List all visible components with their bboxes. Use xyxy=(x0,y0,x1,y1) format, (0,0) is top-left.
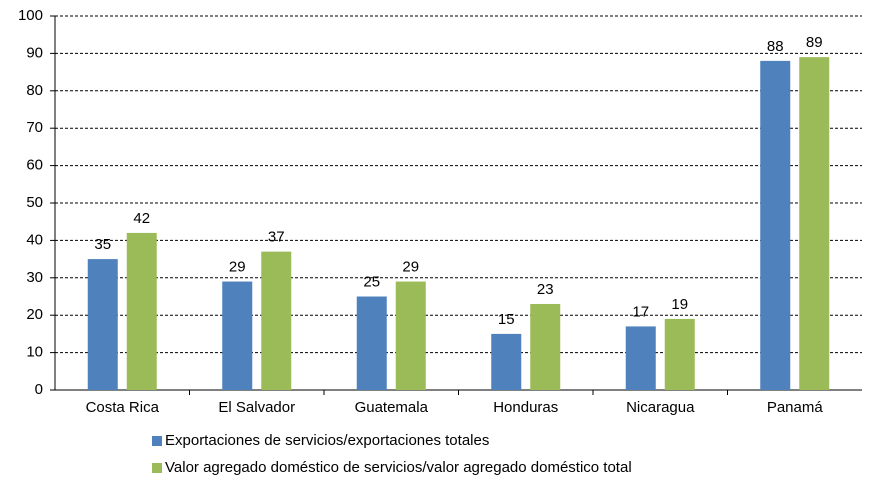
x-tick-label: Honduras xyxy=(493,399,558,416)
bar xyxy=(625,326,656,390)
bar xyxy=(530,303,561,390)
data-label: 17 xyxy=(632,303,649,320)
bar xyxy=(356,296,387,390)
bar xyxy=(261,251,292,390)
y-tick-label: 0 xyxy=(35,381,43,398)
legend-swatch xyxy=(152,463,162,473)
x-tick-label: Panamá xyxy=(767,399,824,416)
bar xyxy=(395,281,426,390)
data-label: 89 xyxy=(806,34,823,51)
bar xyxy=(491,333,522,390)
data-label: 29 xyxy=(402,259,419,276)
bar xyxy=(799,57,830,390)
data-label: 15 xyxy=(498,311,515,328)
y-tick-label: 30 xyxy=(26,269,43,286)
legend-label: Exportaciones de servicios/exportaciones… xyxy=(165,432,489,449)
bar xyxy=(760,60,791,390)
y-tick-label: 40 xyxy=(26,231,43,248)
y-tick-label: 100 xyxy=(18,7,43,24)
x-tick-label: Costa Rica xyxy=(86,399,160,416)
data-label: 37 xyxy=(268,229,285,246)
y-tick-label: 80 xyxy=(26,82,43,99)
x-tick-label: El Salvador xyxy=(218,399,295,416)
y-tick-label: 10 xyxy=(26,344,43,361)
data-label: 23 xyxy=(537,281,554,298)
y-tick-label: 90 xyxy=(26,44,43,61)
data-label: 35 xyxy=(94,236,111,253)
bar xyxy=(87,259,118,390)
y-tick-label: 70 xyxy=(26,119,43,136)
legend-swatch xyxy=(152,436,162,446)
data-label: 42 xyxy=(133,210,150,227)
y-tick-label: 50 xyxy=(26,194,43,211)
y-tick-label: 20 xyxy=(26,306,43,323)
data-label: 88 xyxy=(767,38,784,55)
data-label: 25 xyxy=(363,273,380,290)
bar xyxy=(222,281,253,390)
legend-label: Valor agregado doméstico de servicios/va… xyxy=(165,459,632,476)
x-tick-label: Guatemala xyxy=(355,399,429,416)
y-tick-label: 60 xyxy=(26,157,43,174)
data-label: 19 xyxy=(671,296,688,313)
bar xyxy=(664,318,695,390)
data-label: 29 xyxy=(229,259,246,276)
x-tick-label: Nicaragua xyxy=(626,399,695,416)
bar xyxy=(126,232,157,390)
